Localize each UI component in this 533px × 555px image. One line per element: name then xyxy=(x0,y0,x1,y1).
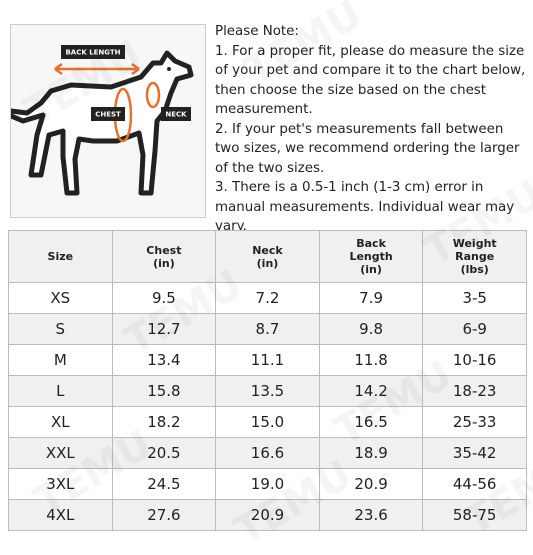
header-cell: Weight Range (lbs) xyxy=(422,230,527,283)
size-table: Size Chest (in) Neck (in) Back Length (in) W… xyxy=(8,230,527,531)
header-row: Size Chest (in) Neck (in) Back Length (in) W… xyxy=(8,230,527,283)
table-cell: 7.2 xyxy=(215,282,320,314)
note-item: 3. There is a 0.5-1 inch (1-3 cm) error … xyxy=(215,180,515,234)
table-cell: 16.6 xyxy=(215,437,320,469)
table-cell: 11.8 xyxy=(318,344,424,376)
note-item: 2. If your pet's measurements fall betwe… xyxy=(215,121,520,176)
table-row: 3XL 24.5 19.0 20.9 44-56 xyxy=(8,468,527,500)
table-cell: 19.0 xyxy=(215,468,320,500)
table-cell: M xyxy=(8,344,113,376)
header-cell: Neck (in) xyxy=(215,230,320,283)
table-row: M 13.4 11.1 11.8 10-16 xyxy=(8,344,527,376)
header-cell: Chest (in) xyxy=(111,230,217,283)
neck-label: NECK xyxy=(165,111,187,119)
label-box xyxy=(91,107,125,121)
table-cell: XL xyxy=(8,406,113,438)
table-cell: 3XL xyxy=(8,468,113,500)
table-cell: 14.2 xyxy=(318,375,424,407)
neck-loop xyxy=(145,81,161,109)
table-cell: 10-16 xyxy=(422,344,527,376)
table-cell: 20.9 xyxy=(318,468,424,500)
table-row: S 12.7 8.7 9.8 6-9 xyxy=(8,313,527,345)
table-cell: 4XL xyxy=(8,499,113,531)
chest-label: CHEST xyxy=(95,111,121,119)
table-cell: XXL xyxy=(8,437,113,469)
table-cell: 44-56 xyxy=(422,468,527,500)
page: BACK LENGTH CHEST NECK Please Note: 1. F… xyxy=(8,0,533,555)
table-cell: S xyxy=(8,313,113,345)
table-row: XXL 20.5 16.6 18.9 35-42 xyxy=(8,437,527,469)
label-box xyxy=(161,107,191,121)
table-cell: 18.9 xyxy=(318,437,424,469)
notes: Please Note: 1. For a proper fit, please… xyxy=(215,22,529,256)
table-cell: 9.8 xyxy=(318,313,424,345)
table-cell: 35-42 xyxy=(422,437,527,469)
table-cell: 20.5 xyxy=(111,437,217,469)
table-row: 4XL 27.6 20.9 23.6 58-75 xyxy=(8,499,527,531)
note-item: 1. For a proper fit, please do measure t… xyxy=(215,43,526,118)
table-cell: 3-5 xyxy=(422,282,527,314)
dog-diagram: BACK LENGTH CHEST NECK xyxy=(10,24,206,218)
back-length-label: BACK LENGTH xyxy=(65,49,120,57)
label-box xyxy=(61,45,125,59)
table-cell: 6-9 xyxy=(422,313,527,345)
table-cell: 7.9 xyxy=(318,282,424,314)
table-cell: L xyxy=(8,375,113,407)
table-cell: 11.1 xyxy=(215,344,320,376)
table-cell: 15.0 xyxy=(215,406,320,438)
header-cell: Size xyxy=(8,230,113,283)
table-cell: 15.8 xyxy=(111,375,217,407)
table-cell: 24.5 xyxy=(111,468,217,500)
notes-title: Please Note: xyxy=(215,24,299,39)
table-cell: 27.6 xyxy=(111,499,217,531)
table-row: L 15.8 13.5 14.2 18-23 xyxy=(8,375,527,407)
table-cell: 18-23 xyxy=(422,375,527,407)
table-cell: 58-75 xyxy=(422,499,527,531)
table-row: XL 18.2 15.0 16.5 25-33 xyxy=(8,406,527,438)
dog-eye xyxy=(167,67,171,71)
table-cell: 9.5 xyxy=(111,282,217,314)
table-cell: 12.7 xyxy=(111,313,217,345)
table-cell: XS xyxy=(8,282,113,314)
dog-silhouette xyxy=(11,50,194,196)
arrow-heads xyxy=(54,62,140,76)
table-cell: 23.6 xyxy=(318,499,424,531)
table-body: XS 9.5 7.2 7.9 3-5 S 12.7 8.7 9.8 6-9 M 13.4 11.1 11.… xyxy=(8,282,527,531)
table-cell: 8.7 xyxy=(215,313,320,345)
table-cell: 18.2 xyxy=(111,406,217,438)
table-cell: 13.5 xyxy=(215,375,320,407)
table-cell: 25-33 xyxy=(422,406,527,438)
table-cell: 16.5 xyxy=(318,406,424,438)
table-row: XS 9.5 7.2 7.9 3-5 xyxy=(8,282,527,314)
table-cell: 20.9 xyxy=(215,499,320,531)
table-cell: 13.4 xyxy=(111,344,217,376)
header-cell: Back Length (in) xyxy=(318,230,424,283)
